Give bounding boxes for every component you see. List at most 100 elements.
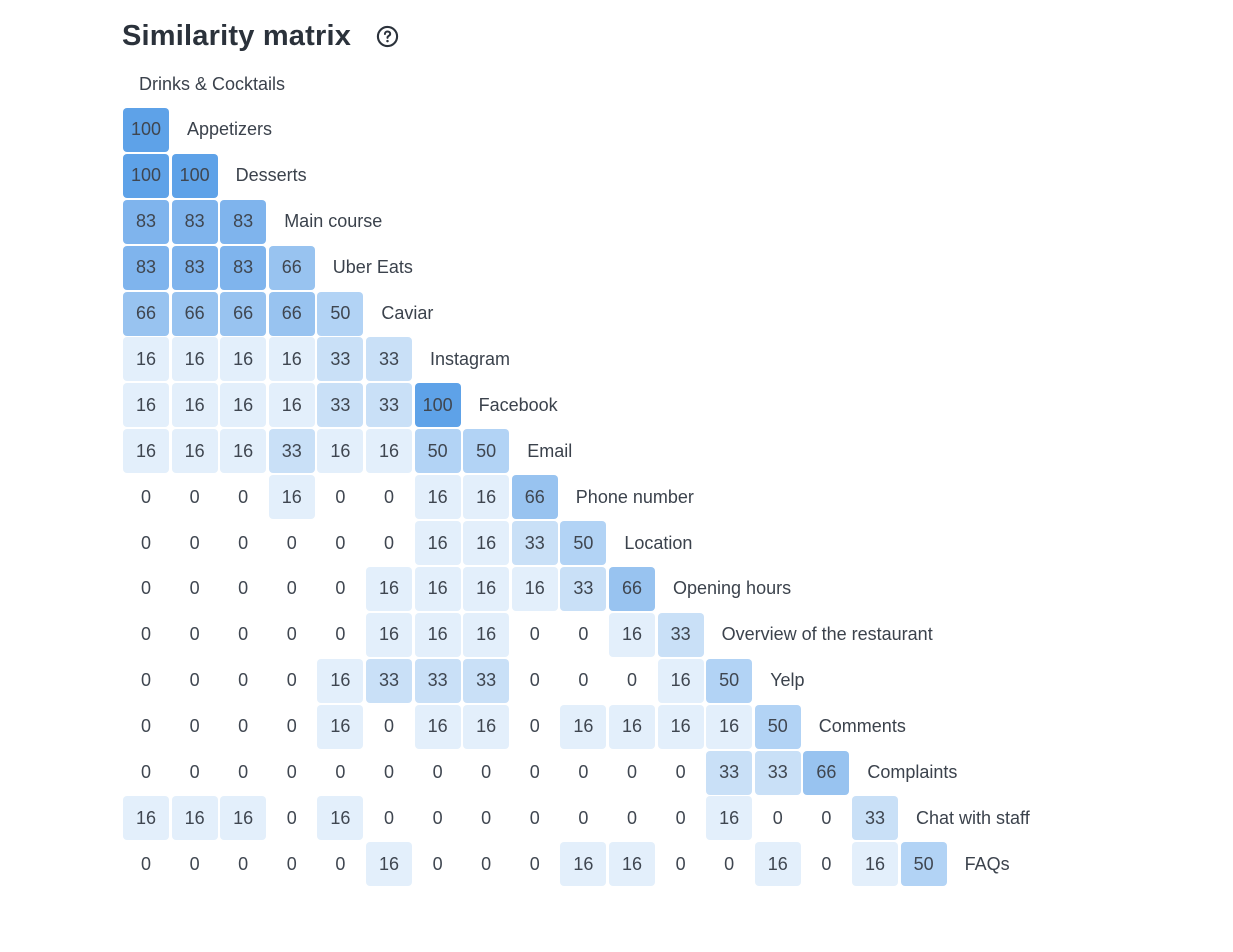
matrix-cell: 0	[657, 842, 704, 887]
matrix-cell: 16	[414, 566, 461, 611]
matrix-cell: 0	[171, 750, 218, 795]
matrix-cell: 16	[560, 842, 607, 887]
matrix-cell: 0	[366, 704, 412, 749]
matrix-cell: 16	[317, 704, 364, 749]
matrix-cell: 0	[511, 750, 558, 795]
matrix-cell: 83	[123, 199, 169, 244]
matrix-cell: 50	[560, 521, 607, 565]
matrix-cell: 0	[220, 704, 267, 749]
matrix-cell: 66	[171, 291, 218, 336]
matrix-cell: 100	[414, 383, 461, 428]
page-title: Similarity matrix	[122, 19, 352, 52]
row-label: Caviar	[381, 303, 434, 323]
matrix-cell: 16	[268, 475, 315, 520]
matrix-cell: 16	[463, 704, 510, 749]
matrix-cell: 0	[511, 842, 558, 887]
matrix-cell: 16	[171, 796, 218, 841]
row-label: Uber Eats	[332, 257, 413, 278]
matrix-cell: 16	[609, 612, 655, 657]
matrix-cell: 0	[317, 475, 364, 520]
matrix-cell: 50	[414, 429, 461, 474]
matrix-cell: 0	[220, 475, 267, 520]
matrix-cell: 16	[171, 337, 218, 382]
matrix-cell: 16	[317, 796, 364, 841]
row-label: FAQs	[964, 853, 1010, 874]
matrix-cell: 16	[754, 842, 801, 887]
matrix-cell: 0	[123, 750, 169, 795]
matrix-cell: 0	[317, 521, 364, 565]
matrix-cell: 16	[123, 383, 169, 428]
matrix-cell: 0	[317, 842, 364, 887]
row-label: Yelp	[770, 670, 805, 691]
matrix-cell: 0	[171, 704, 218, 749]
matrix-cell: 0	[220, 566, 267, 611]
matrix-cell: 16	[463, 612, 510, 657]
matrix-cell: 0	[511, 704, 558, 749]
matrix-cell: 0	[317, 566, 364, 611]
matrix-cell: 0	[171, 475, 218, 520]
matrix-cell: 0	[560, 658, 607, 703]
matrix-cell: 0	[123, 475, 169, 520]
matrix-cell: 0	[268, 704, 315, 749]
matrix-cell: 16	[706, 796, 753, 841]
matrix-cell: 33	[706, 750, 753, 795]
matrix-cell: 16	[366, 566, 412, 611]
matrix-cell: 33	[317, 383, 364, 428]
matrix-cell: 0	[414, 796, 461, 841]
matrix-cell: 0	[268, 842, 315, 887]
matrix-cell: 0	[463, 842, 510, 887]
matrix-cell: 16	[366, 612, 412, 657]
matrix-cell: 0	[657, 750, 704, 795]
matrix-cell: 83	[220, 245, 267, 290]
row-label: Opening hours	[673, 578, 792, 599]
matrix-cell: 83	[123, 245, 169, 290]
matrix-cell: 0	[317, 612, 364, 657]
matrix-cell: 33	[852, 796, 898, 841]
matrix-cell: 100	[123, 107, 169, 152]
matrix-cell: 0	[657, 796, 704, 841]
matrix-cell: 83	[171, 245, 218, 290]
matrix-cell: 33	[560, 566, 607, 611]
matrix-cell: 0	[511, 612, 558, 657]
help-button[interactable]	[375, 24, 399, 48]
matrix-cell: 16	[123, 337, 169, 382]
row-label: Desserts	[235, 165, 307, 186]
matrix-cell: 50	[317, 291, 364, 336]
matrix-cell: 0	[366, 475, 412, 520]
matrix-cell: 16	[220, 337, 267, 382]
row-label: Location	[624, 532, 693, 553]
matrix-cell: 16	[657, 704, 704, 749]
matrix-cell: 33	[317, 337, 364, 382]
matrix-cell: 83	[220, 199, 267, 244]
matrix-cell: 66	[803, 750, 850, 795]
matrix-cell: 33	[366, 658, 412, 703]
row-label: Overview of the restaurant	[721, 624, 933, 645]
matrix-cell: 16	[366, 429, 412, 474]
matrix-cell: 50	[900, 842, 947, 887]
matrix-cell: 16	[609, 842, 655, 887]
matrix-cell: 16	[414, 704, 461, 749]
matrix-cell: 0	[754, 796, 801, 841]
matrix-cell: 0	[268, 612, 315, 657]
matrix-cell: 16	[463, 475, 510, 520]
matrix-cell: 0	[220, 521, 267, 565]
matrix-cell: 0	[268, 566, 315, 611]
matrix-cell: 0	[511, 658, 558, 703]
matrix-cell: 16	[609, 704, 655, 749]
matrix-cell: 16	[123, 796, 169, 841]
matrix-cell: 0	[123, 658, 169, 703]
matrix-cell: 0	[220, 750, 267, 795]
matrix-cell: 50	[754, 704, 801, 749]
matrix-cell: 16	[317, 429, 364, 474]
matrix-cell: 100	[171, 153, 218, 198]
matrix-cell: 66	[123, 291, 169, 336]
row-label: Drinks & Cocktails	[139, 73, 286, 94]
row-label: Phone number	[575, 486, 694, 507]
matrix-cell: 0	[803, 842, 850, 887]
matrix-cell: 16	[852, 842, 898, 887]
matrix-cell: 0	[123, 612, 169, 657]
matrix-cell: 0	[123, 842, 169, 887]
matrix-cell: 0	[171, 842, 218, 887]
matrix-cell: 0	[268, 796, 315, 841]
matrix-cell: 83	[171, 199, 218, 244]
